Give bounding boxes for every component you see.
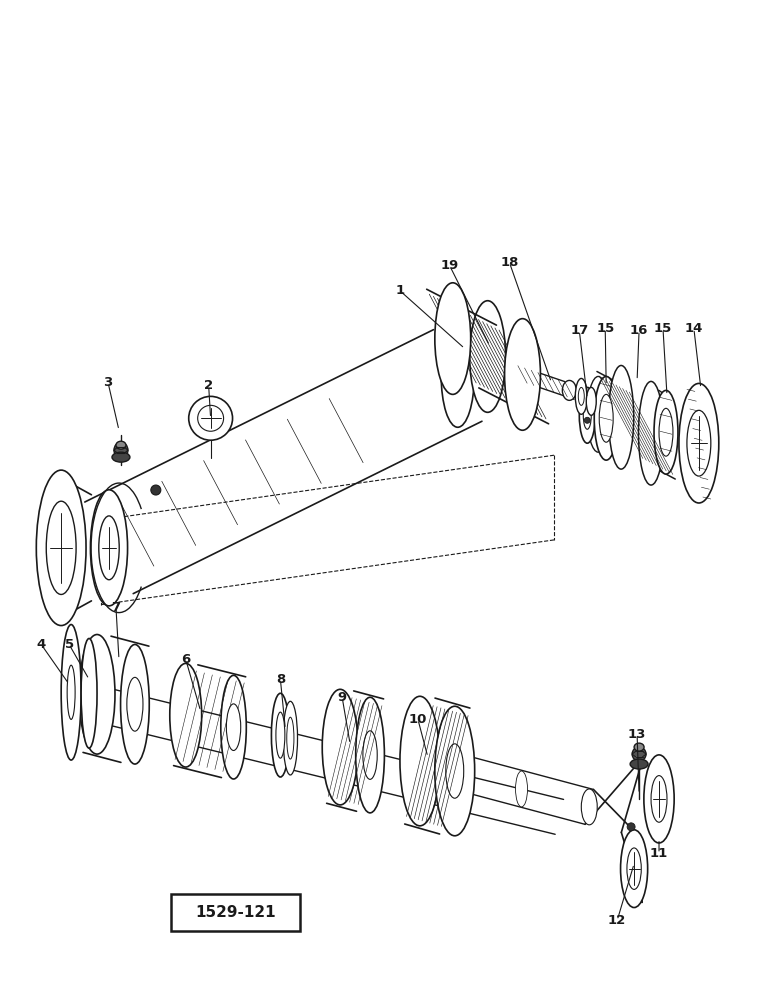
Ellipse shape (584, 417, 591, 423)
Text: 1529-121: 1529-121 (195, 905, 276, 920)
Ellipse shape (638, 381, 664, 485)
Ellipse shape (151, 485, 161, 495)
Ellipse shape (627, 848, 642, 889)
Ellipse shape (322, 689, 358, 805)
Bar (171, 894, 300, 931)
Ellipse shape (608, 365, 634, 469)
Ellipse shape (435, 283, 471, 394)
Ellipse shape (651, 776, 667, 822)
Ellipse shape (116, 441, 126, 449)
Ellipse shape (581, 789, 598, 825)
Ellipse shape (272, 693, 290, 777)
Ellipse shape (112, 452, 130, 462)
Text: 4: 4 (36, 638, 46, 651)
Ellipse shape (170, 663, 201, 767)
Ellipse shape (634, 743, 644, 751)
Ellipse shape (630, 759, 648, 769)
Ellipse shape (586, 387, 596, 415)
Text: 1: 1 (395, 284, 405, 297)
Text: 19: 19 (441, 259, 459, 272)
Ellipse shape (505, 319, 540, 430)
Text: 5: 5 (65, 638, 73, 651)
Ellipse shape (435, 706, 475, 836)
Ellipse shape (445, 744, 464, 798)
Ellipse shape (363, 731, 378, 779)
Ellipse shape (81, 638, 97, 748)
Text: 17: 17 (571, 324, 588, 337)
Ellipse shape (659, 408, 673, 456)
Text: 12: 12 (608, 914, 626, 927)
Ellipse shape (579, 387, 595, 443)
Ellipse shape (36, 470, 86, 626)
Text: 16: 16 (630, 324, 648, 337)
Text: 8: 8 (276, 673, 285, 686)
Ellipse shape (632, 747, 646, 761)
Text: 3: 3 (103, 376, 113, 389)
Ellipse shape (627, 823, 635, 831)
Ellipse shape (687, 410, 711, 476)
Ellipse shape (198, 405, 224, 431)
Text: 13: 13 (628, 728, 646, 741)
Text: 7: 7 (111, 601, 120, 614)
Ellipse shape (621, 830, 648, 908)
Text: 14: 14 (685, 322, 703, 335)
Ellipse shape (644, 755, 674, 843)
Text: 2: 2 (204, 379, 213, 392)
Text: 15: 15 (596, 322, 615, 335)
Ellipse shape (575, 378, 587, 414)
Ellipse shape (283, 701, 297, 775)
Ellipse shape (276, 712, 285, 758)
Ellipse shape (562, 380, 577, 400)
Text: 18: 18 (500, 256, 519, 269)
Ellipse shape (67, 665, 75, 719)
Ellipse shape (120, 644, 149, 764)
Ellipse shape (578, 387, 584, 405)
Text: 9: 9 (337, 691, 347, 704)
Ellipse shape (99, 516, 119, 580)
Text: 10: 10 (408, 713, 427, 726)
Ellipse shape (599, 394, 613, 442)
Ellipse shape (679, 383, 719, 503)
Text: 11: 11 (650, 847, 668, 860)
Ellipse shape (188, 396, 232, 440)
Text: 15: 15 (654, 322, 672, 335)
Ellipse shape (90, 490, 127, 606)
Ellipse shape (516, 771, 527, 807)
Ellipse shape (114, 442, 128, 458)
Ellipse shape (221, 675, 246, 779)
Ellipse shape (584, 401, 591, 429)
Ellipse shape (469, 301, 506, 412)
Ellipse shape (61, 625, 81, 760)
Ellipse shape (654, 390, 678, 474)
Ellipse shape (594, 376, 618, 460)
Ellipse shape (226, 704, 241, 750)
Ellipse shape (93, 496, 126, 600)
Ellipse shape (79, 635, 115, 754)
Ellipse shape (356, 697, 384, 813)
Ellipse shape (400, 696, 440, 826)
Ellipse shape (441, 324, 474, 427)
Text: 6: 6 (181, 653, 191, 666)
Ellipse shape (46, 501, 76, 594)
Ellipse shape (587, 376, 609, 452)
Ellipse shape (647, 390, 669, 466)
Ellipse shape (286, 717, 294, 759)
Ellipse shape (127, 677, 143, 731)
